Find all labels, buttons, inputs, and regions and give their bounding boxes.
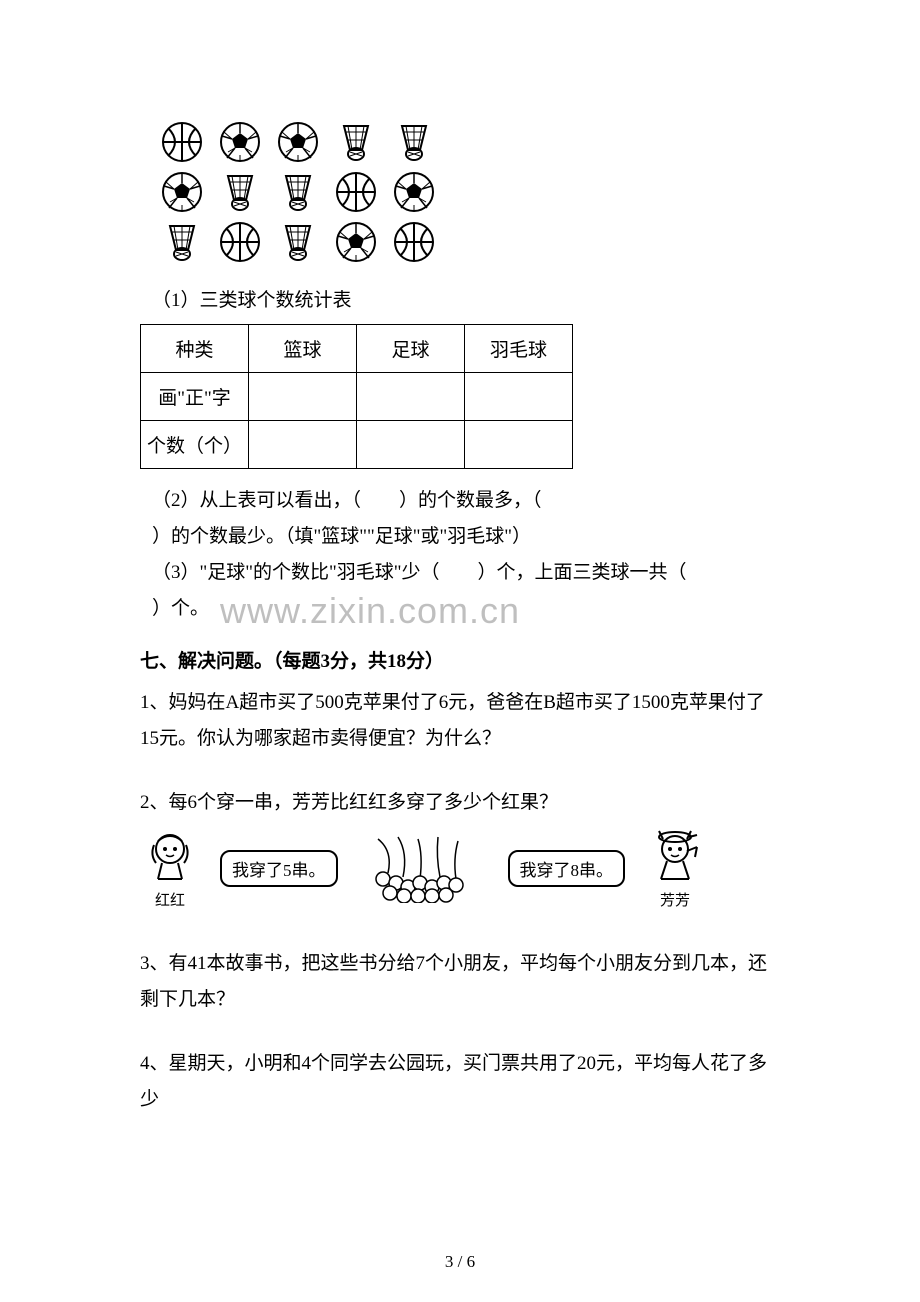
fruit-cluster-icon (358, 833, 488, 903)
char-left-label: 红红 (155, 889, 185, 910)
basketball-icon (218, 220, 262, 264)
balls-illustration (160, 120, 780, 264)
q1-label: （1）三类球个数统计表 (152, 284, 780, 318)
row1-label: 画"正"字 (141, 373, 249, 421)
basketball-icon (392, 220, 436, 264)
problem-3: 3、有41本故事书，把这些书分给7个小朋友，平均每个小朋友分到几本，还剩下几本？ (140, 946, 780, 1018)
problem-2-illustration: 红红 我穿了5串。 我穿了8串。 (140, 827, 780, 910)
q2-line1: （2）从上表可以看出，（ ）的个数最多，（ (152, 483, 780, 519)
problem-4: 4、星期天，小明和4个同学去公园玩，买门票共用了20元，平均每人花了多少 (140, 1046, 780, 1118)
th-shuttlecock: 羽毛球 (465, 325, 573, 373)
shuttlecock-icon (218, 170, 262, 214)
soccer-icon (276, 120, 320, 164)
th-type: 种类 (141, 325, 249, 373)
problem-2: 2、每6个穿一串，芳芳比红红多穿了多少个红果？ (140, 785, 780, 821)
char-right-label: 芳芳 (660, 889, 690, 910)
problem-1: 1、妈妈在A超市买了500克苹果付了6元，爸爸在B超市买了1500克苹果付了15… (140, 685, 780, 757)
q3-line2: ）个。 (152, 591, 780, 627)
girl-left-icon (140, 827, 200, 887)
q2-line2: ）的个数最少。（填"篮球""足球"或"羽毛球"） (152, 519, 780, 555)
shuttlecock-icon (160, 220, 204, 264)
q3-line1: （3）"足球"的个数比"羽毛球"少（ ）个，上面三类球一共（ (152, 555, 780, 591)
shuttlecock-icon (276, 220, 320, 264)
soccer-icon (392, 170, 436, 214)
shuttlecock-icon (392, 120, 436, 164)
speech-left: 我穿了5串。 (220, 850, 338, 887)
stats-table: 种类 篮球 足球 羽毛球 画"正"字 个数（个） (140, 324, 573, 469)
section7-title: 七、解决问题。（每题3分，共18分） (140, 646, 780, 673)
soccer-icon (160, 170, 204, 214)
soccer-icon (334, 220, 378, 264)
th-basketball: 篮球 (249, 325, 357, 373)
speech-right: 我穿了8串。 (508, 850, 626, 887)
shuttlecock-icon (276, 170, 320, 214)
girl-right-icon (645, 827, 705, 887)
page-number: 3 / 6 (0, 1252, 920, 1272)
basketball-icon (334, 170, 378, 214)
shuttlecock-icon (334, 120, 378, 164)
soccer-icon (218, 120, 262, 164)
basketball-icon (160, 120, 204, 164)
row2-label: 个数（个） (141, 421, 249, 469)
th-soccer: 足球 (357, 325, 465, 373)
